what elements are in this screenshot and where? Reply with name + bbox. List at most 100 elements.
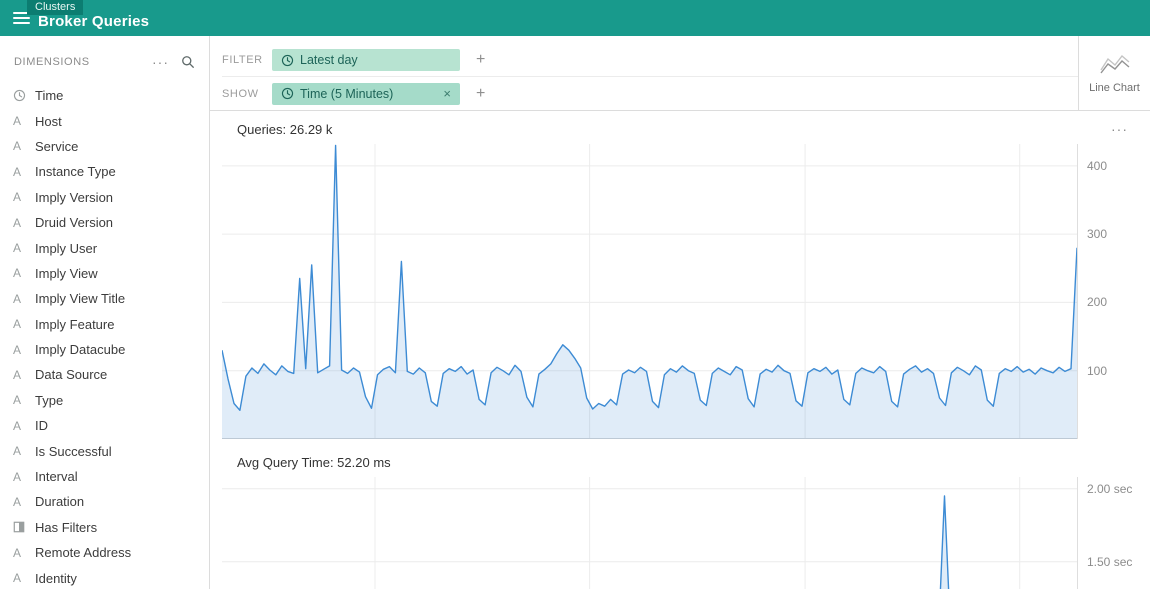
search-icon[interactable] (181, 55, 195, 69)
y-axis-tick: 300 (1087, 227, 1108, 242)
string-icon: A (13, 393, 22, 408)
show-row: SHOW Time (5 Minutes) × + (222, 77, 1078, 110)
chart-axis-0: 400 300 200 100 (1077, 144, 1150, 439)
filter-pill-latest-day[interactable]: Latest day (272, 49, 460, 71)
remove-show-icon[interactable]: × (443, 86, 451, 101)
string-icon: A (13, 241, 22, 256)
dimension-label: Is Successful (35, 443, 112, 459)
y-axis-tick: 200 (1087, 295, 1108, 310)
dimension-label: Imply User (35, 240, 98, 256)
dimension-label: Remote Address (35, 545, 132, 561)
string-icon: A (13, 418, 22, 433)
dimension-label: Instance Type (35, 164, 116, 180)
vis-picker-label: Line Chart (1089, 81, 1140, 94)
chart-more-icon[interactable]: ··· (1111, 121, 1128, 137)
show-pill-time[interactable]: Time (5 Minutes) × (272, 82, 460, 105)
dimension-label: Host (35, 113, 62, 129)
page-title: Broker Queries (38, 13, 150, 30)
dimension-item-druid-version[interactable]: A Druid Version (0, 210, 209, 235)
dimension-label: Imply View (35, 265, 98, 281)
dimension-item-imply-user[interactable]: A Imply User (0, 235, 209, 260)
dimension-label: ID (35, 418, 48, 434)
dimension-label: Duration (35, 494, 85, 510)
dimension-label: Imply Version (35, 189, 114, 205)
y-axis-tick: 100 (1087, 363, 1108, 378)
string-icon: A (13, 545, 22, 560)
show-label: SHOW (222, 87, 259, 100)
dimensions-header: DIMENSIONS ··· (0, 50, 209, 74)
vis-picker-line-chart[interactable]: Line Chart (1078, 36, 1150, 110)
chart-plot-0[interactable] (222, 144, 1150, 439)
dimension-item-imply-feature[interactable]: A Imply Feature (0, 312, 209, 337)
string-icon: A (13, 444, 22, 459)
string-icon: A (13, 215, 22, 230)
dimension-label: Time (35, 88, 64, 104)
clock-icon (13, 89, 35, 102)
dimension-item-instance-type[interactable]: A Instance Type (0, 159, 209, 184)
dimension-item-data-source[interactable]: A Data Source (0, 362, 209, 387)
string-icon: A (13, 164, 22, 179)
string-icon: A (13, 494, 22, 509)
clock-icon (281, 87, 294, 100)
string-icon: A (13, 469, 22, 484)
filter-pill-label: Latest day (300, 53, 358, 67)
dimensions-sidebar: DIMENSIONS ··· Time A Host A Service A Instanc… (0, 36, 210, 589)
dimension-label: Type (35, 392, 64, 408)
filter-panel: FILTER Latest day + SHOW (210, 36, 1150, 111)
avg-query-time-chart-title: Avg Query Time: 52.20 ms (237, 455, 391, 470)
dimension-label: Imply Datacube (35, 342, 126, 358)
hamburger-menu-icon[interactable] (13, 12, 31, 24)
string-icon: A (13, 367, 22, 382)
dimension-item-duration[interactable]: A Duration (0, 489, 209, 514)
dimension-label: Imply View Title (35, 291, 126, 307)
string-icon: A (13, 114, 22, 129)
dimension-item-imply-view[interactable]: A Imply View (0, 261, 209, 286)
y-axis-tick: 400 (1087, 158, 1108, 173)
dimension-item-imply-version[interactable]: A Imply Version (0, 185, 209, 210)
string-icon: A (13, 291, 22, 306)
dimension-item-time[interactable]: Time (0, 83, 209, 108)
add-filter-button[interactable]: + (476, 51, 486, 68)
string-icon: A (13, 317, 22, 332)
chart-axis-1: 2.00 sec 1.50 sec (1077, 477, 1150, 589)
dimension-item-interval[interactable]: A Interval (0, 464, 209, 489)
queries-chart-title: Queries: 26.29 k (237, 122, 333, 137)
dimension-label: Has Filters (35, 519, 98, 535)
dimension-label: Data Source (35, 367, 108, 383)
dimension-item-identity[interactable]: A Identity (0, 565, 209, 589)
dimension-item-remote-address[interactable]: A Remote Address (0, 540, 209, 565)
breadcrumb[interactable]: Clusters (27, 0, 84, 15)
boolean-icon (13, 521, 35, 533)
y-axis-tick: 1.50 sec (1087, 554, 1133, 569)
line-chart-icon (1099, 53, 1131, 75)
dimension-item-id[interactable]: A ID (0, 413, 209, 438)
dimension-item-is-successful[interactable]: A Is Successful (0, 438, 209, 463)
dimension-item-imply-datacube[interactable]: A Imply Datacube (0, 337, 209, 362)
dimension-item-service[interactable]: A Service (0, 134, 209, 159)
dimensions-title: DIMENSIONS (14, 56, 90, 68)
filter-label: FILTER (222, 54, 263, 66)
filter-row: FILTER Latest day + (222, 44, 1078, 77)
string-icon: A (13, 342, 22, 357)
dimension-label: Druid Version (35, 215, 114, 231)
show-pill-label: Time (5 Minutes) (300, 86, 394, 101)
dimensions-more-icon[interactable]: ··· (152, 54, 169, 70)
chart-card: ··· Queries: 26.29 k 400 300 200 100 Avg Qu… (210, 111, 1150, 589)
dimension-item-has-filters[interactable]: Has Filters (0, 515, 209, 540)
string-icon: A (13, 190, 22, 205)
chart-plot-1[interactable] (222, 477, 1150, 589)
string-icon: A (13, 139, 22, 154)
dimension-list: Time A Host A Service A Instance Type A Imply Ve… (0, 83, 209, 589)
string-icon: A (13, 571, 22, 586)
dimension-item-type[interactable]: A Type (0, 388, 209, 413)
queries-chart-row: 400 300 200 100 (222, 144, 1150, 439)
clock-icon (281, 54, 294, 67)
avg-query-time-chart-row: 2.00 sec 1.50 sec (222, 477, 1150, 589)
dimension-item-imply-view-title[interactable]: A Imply View Title (0, 286, 209, 311)
top-bar: Clusters Broker Queries (0, 0, 1150, 36)
y-axis-tick: 2.00 sec (1087, 481, 1133, 496)
dimension-item-host[interactable]: A Host (0, 108, 209, 133)
dimension-label: Imply Feature (35, 316, 115, 332)
add-show-button[interactable]: + (476, 84, 486, 102)
